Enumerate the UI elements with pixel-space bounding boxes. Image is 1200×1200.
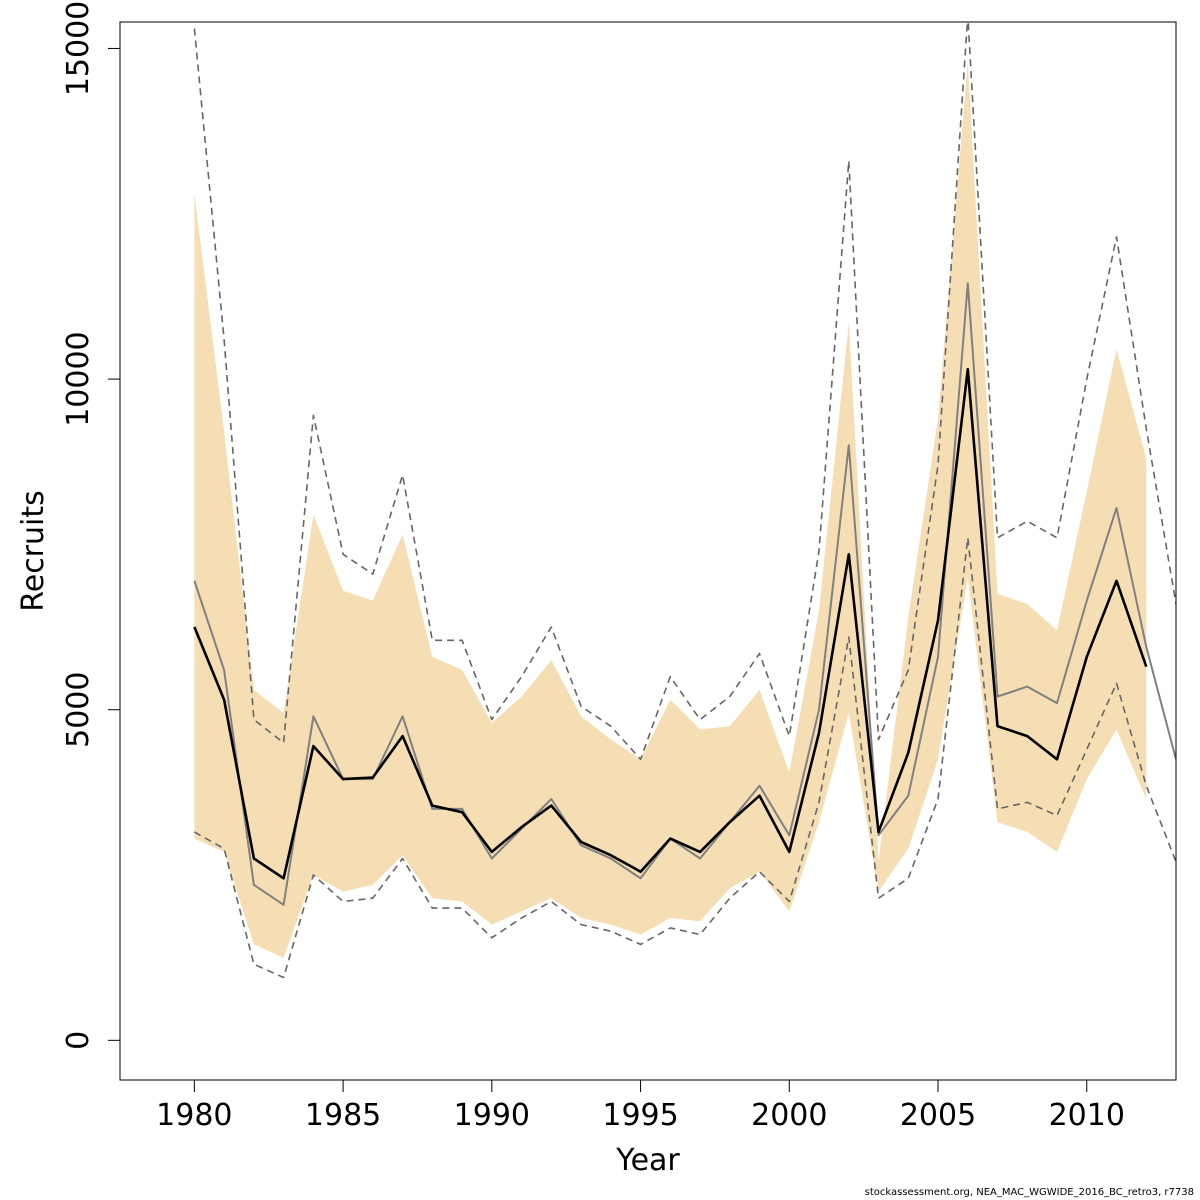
y-tick-label: 10000 (61, 331, 96, 426)
retro-lower-line (194, 536, 1176, 979)
series-lines (193, 22, 1176, 979)
x-axis-title: Year (615, 1143, 680, 1178)
estimate-line (193, 367, 1148, 880)
x-tick-label: 2005 (900, 1098, 976, 1133)
x-tick-label: 2010 (1049, 1098, 1125, 1133)
y-axis: 0 5000 10000 15000 (61, 1, 121, 1050)
x-tick-label: 2000 (751, 1098, 827, 1133)
band-area (194, 61, 1147, 958)
footer-credit: stockassessment.org, NEA_MAC_WGWIDE_2016… (864, 1187, 1194, 1198)
x-tick-label: 1990 (454, 1098, 530, 1133)
y-tick-label: 5000 (61, 672, 96, 748)
x-tick-label: 1985 (305, 1098, 381, 1133)
x-tick-label: 1980 (156, 1098, 232, 1133)
x-tick-label: 1995 (602, 1098, 678, 1133)
confidence-band (194, 61, 1147, 958)
y-axis-title: Recruits (16, 490, 51, 612)
y-tick-label: 15000 (61, 1, 96, 96)
x-axis: 1980 1985 1990 1995 2000 2005 2010 (156, 1079, 1125, 1133)
retro-upper-line (193, 22, 1176, 761)
y-tick-label: 0 (61, 1031, 96, 1050)
